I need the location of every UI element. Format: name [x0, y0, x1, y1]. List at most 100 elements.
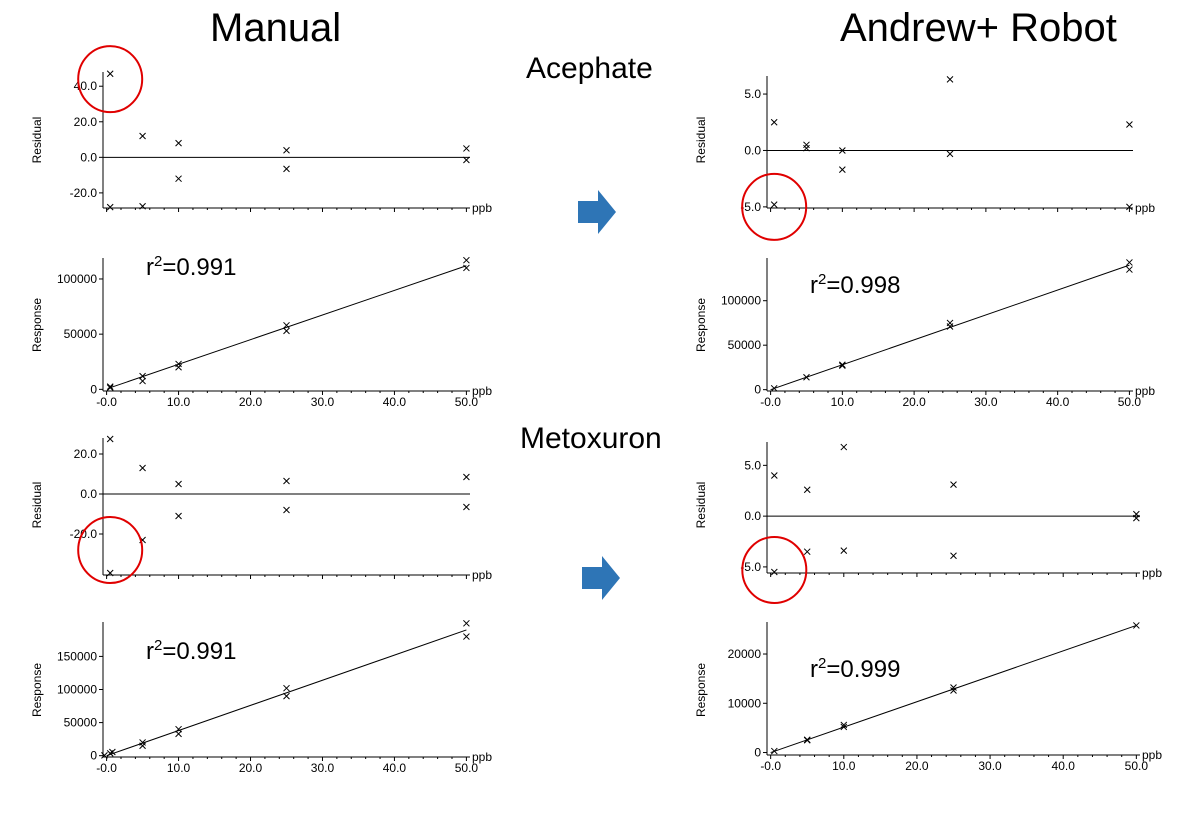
- data-point: [463, 473, 470, 481]
- chart-robot-acephate-residual: 5.0 0.0 -5.0 ppb Residual: [694, 76, 1155, 241]
- highlight-circle: [77, 516, 144, 584]
- data-point: [139, 372, 146, 380]
- fit-line: [106, 629, 467, 757]
- data-point: [283, 684, 290, 692]
- x-tick-label: 40.0: [383, 761, 407, 775]
- data-point: [101, 751, 108, 759]
- y-tick-label: 10000: [728, 696, 762, 710]
- data-point: [770, 118, 778, 126]
- x-unit-label: ppb: [1135, 201, 1155, 215]
- x-tick-label: -0.0: [760, 395, 781, 409]
- data-point: [770, 568, 778, 576]
- y-axis-label: Residual: [30, 117, 44, 164]
- data-point: [1126, 266, 1133, 273]
- data-point: [175, 139, 182, 147]
- data-point: [283, 327, 290, 335]
- y-tick-label: -20.0: [70, 186, 98, 200]
- data-point: [175, 363, 182, 371]
- r-squared-label: r2=0.999: [810, 655, 901, 683]
- data-point: [175, 512, 182, 520]
- data-point: [950, 481, 957, 489]
- x-unit-label: ppb: [472, 201, 492, 215]
- data-point: [175, 730, 182, 738]
- y-tick-label: 50000: [64, 327, 98, 341]
- x-tick-label: 30.0: [978, 759, 1002, 773]
- data-point: [770, 384, 778, 392]
- data-point: [803, 373, 810, 381]
- highlight-circle: [741, 535, 808, 604]
- data-point: [463, 503, 470, 511]
- data-point: [946, 150, 954, 158]
- y-axis-label: Response: [30, 663, 44, 717]
- x-unit-label: ppb: [1135, 384, 1155, 398]
- x-tick-label: 10.0: [831, 395, 855, 409]
- data-point: [803, 144, 810, 152]
- x-tick-label: 50.0: [455, 761, 479, 775]
- x-tick-label: 30.0: [974, 395, 998, 409]
- chart-manual-metoxuron-response: 150000 100000 50000 0-0.0 10.0 20.0 30.0 40.0 50…: [30, 619, 492, 775]
- y-tick-label: 0: [754, 746, 761, 760]
- data-point: [1132, 622, 1140, 629]
- chart-manual-acephate-residual: 40.0 20.0 0.0 -20.0 ppb Residual: [30, 45, 492, 215]
- data-point: [283, 477, 290, 485]
- data-point: [840, 547, 848, 555]
- data-point: [139, 202, 146, 210]
- x-unit-label: ppb: [472, 568, 492, 582]
- data-point: [838, 362, 846, 369]
- data-point: [463, 256, 470, 264]
- y-axis-label: Response: [30, 298, 44, 352]
- x-tick-label: 50.0: [1118, 395, 1142, 409]
- r-squared-value: 0.991: [176, 638, 237, 665]
- y-tick-label: 100000: [57, 683, 97, 697]
- data-point: [838, 147, 846, 154]
- x-tick-label: 40.0: [383, 395, 407, 409]
- y-tick-label: 20000: [728, 647, 762, 661]
- data-point: [803, 548, 811, 556]
- y-axis-label: Residual: [30, 482, 44, 529]
- y-tick-label: 50000: [64, 716, 98, 730]
- y-tick-label: -5.0: [740, 200, 761, 214]
- data-point: [770, 201, 778, 208]
- y-tick-label: 0.0: [80, 150, 97, 164]
- x-tick-label: 10.0: [167, 395, 191, 409]
- y-tick-label: -20.0: [70, 527, 98, 541]
- data-point: [139, 742, 146, 750]
- x-tick-label: 30.0: [311, 761, 335, 775]
- chart-robot-metoxuron-residual: 5.0 0.0 -5.0 ppb Residual: [694, 442, 1162, 604]
- y-tick-label: 100000: [57, 272, 97, 286]
- x-tick-label: 10.0: [167, 761, 191, 775]
- data-point: [946, 323, 954, 330]
- data-point: [106, 384, 114, 392]
- x-tick-label: -0.0: [760, 759, 781, 773]
- chart-manual-metoxuron-residual: 20.0 0.0 -20.0 ppb Residual: [30, 435, 492, 584]
- y-tick-label: -5.0: [740, 560, 761, 574]
- y-axis-label: Residual: [694, 482, 708, 529]
- data-point: [803, 736, 811, 744]
- y-tick-label: 0: [90, 749, 97, 763]
- data-point: [1132, 514, 1140, 522]
- data-point: [106, 383, 114, 390]
- r-squared-label: r2=0.998: [810, 271, 901, 299]
- x-tick-label: 40.0: [1046, 395, 1070, 409]
- x-tick-label: 50.0: [1125, 759, 1149, 773]
- data-point: [840, 443, 848, 451]
- data-point: [463, 264, 470, 272]
- r-squared-label: r2=0.991: [146, 253, 237, 281]
- y-tick-label: 50000: [728, 338, 762, 352]
- y-tick-label: 0.0: [744, 143, 761, 157]
- data-point: [1126, 203, 1133, 211]
- y-tick-label: 40.0: [74, 79, 98, 93]
- x-tick-label: 20.0: [905, 759, 929, 773]
- x-tick-label: 20.0: [902, 395, 926, 409]
- x-unit-label: ppb: [472, 750, 492, 764]
- robot-heading: Andrew+ Robot: [840, 6, 1117, 50]
- y-tick-label: 100000: [721, 294, 761, 308]
- highlight-circle: [77, 45, 144, 114]
- y-tick-label: 0.0: [80, 487, 97, 501]
- data-point: [283, 165, 290, 173]
- data-point: [139, 132, 146, 140]
- data-point: [1126, 259, 1133, 266]
